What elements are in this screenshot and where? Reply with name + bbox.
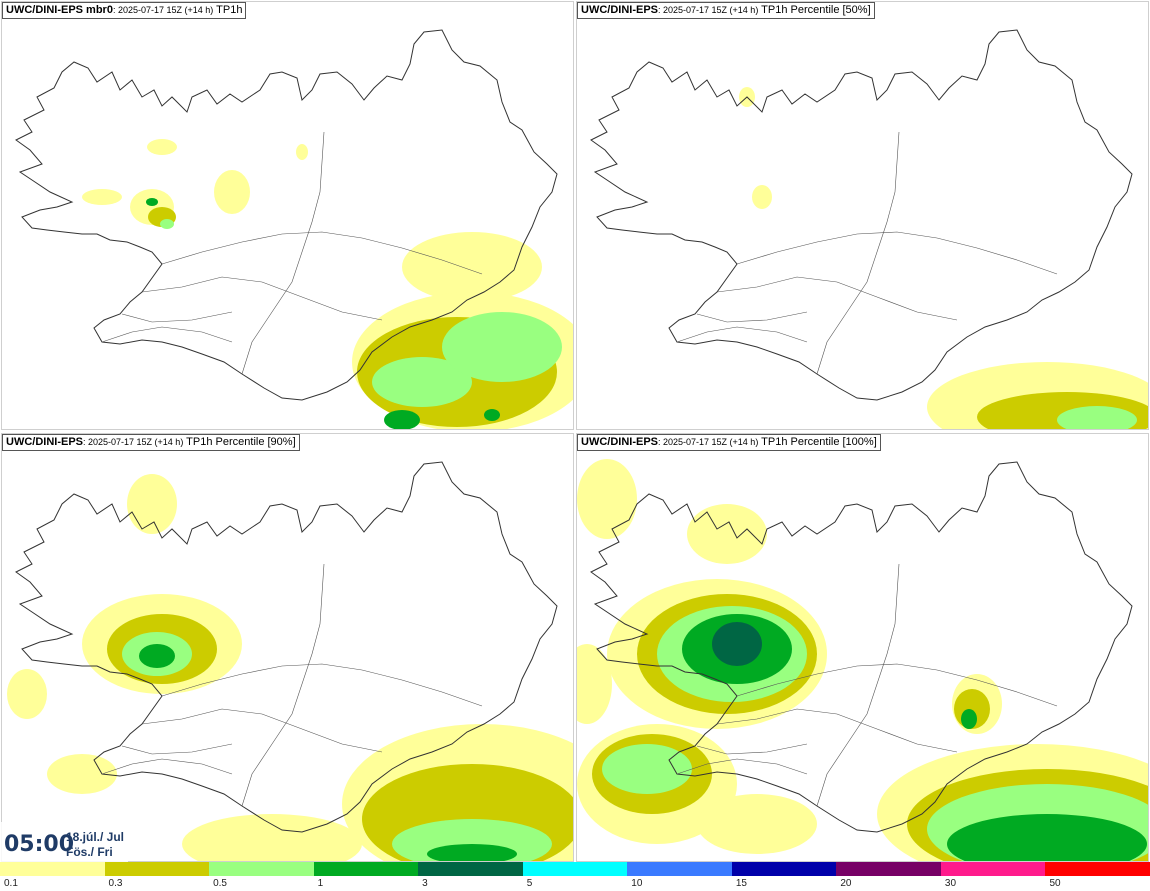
precip-shading xyxy=(82,139,573,429)
legend-swatch xyxy=(1045,862,1150,876)
precip-map-p90 xyxy=(7,461,573,861)
road-line xyxy=(676,758,808,775)
precip-shading xyxy=(577,459,1148,861)
precip-shading xyxy=(739,87,1148,429)
road-line xyxy=(816,131,900,375)
precip-area xyxy=(384,410,420,429)
road-line xyxy=(716,276,958,321)
precip-area xyxy=(7,669,47,719)
map-panel-p100: UWC/DINI-EPS: 2025-07-17 15Z (+14 h) TP1… xyxy=(576,433,1149,862)
panel-title: UWC/DINI-EPS: 2025-07-17 15Z (+14 h) TP1… xyxy=(577,434,881,451)
valid-time: 05:00 xyxy=(4,832,75,857)
precip-area xyxy=(402,232,542,302)
road-line xyxy=(141,708,383,753)
road-line xyxy=(141,276,383,321)
precip-map-p50 xyxy=(590,29,1148,429)
road-line xyxy=(696,743,808,755)
road-line xyxy=(716,708,958,753)
precip-area xyxy=(372,357,472,407)
panel-title: UWC/DINI-EPS mbr0: 2025-07-17 15Z (+14 h… xyxy=(2,2,247,19)
road-line xyxy=(241,131,325,375)
precip-area xyxy=(577,644,612,724)
legend-swatch xyxy=(418,862,523,876)
legend-label: 50 xyxy=(1049,878,1061,889)
legend-label: 30 xyxy=(944,878,957,889)
precip-map-mbr0 xyxy=(15,29,573,429)
legend-swatch xyxy=(313,862,419,876)
iceland-outline xyxy=(15,29,558,401)
precip-area xyxy=(147,139,177,155)
legend-label: 10 xyxy=(631,878,643,889)
road-line xyxy=(736,231,1058,275)
precip-area xyxy=(182,814,362,861)
precip-area xyxy=(1057,406,1137,429)
road-line xyxy=(696,311,808,323)
panel-title: UWC/DINI-EPS: 2025-07-17 15Z (+14 h) TP1… xyxy=(2,434,300,451)
precip-shading xyxy=(7,474,573,861)
valid-date: 18.júl./ Jul xyxy=(66,830,125,844)
map-panel-p90: UWC/DINI-EPS: 2025-07-17 15Z (+14 h) TP1… xyxy=(1,433,574,862)
precip-area xyxy=(442,312,562,382)
precip-area xyxy=(752,185,772,209)
road-line xyxy=(121,743,233,755)
legend-swatch xyxy=(522,862,628,876)
legend-label: 0.3 xyxy=(108,878,123,889)
road-line xyxy=(736,663,1058,707)
road-line xyxy=(101,758,233,775)
precip-area xyxy=(602,744,692,794)
legend-label: 1 xyxy=(317,878,324,889)
road-line xyxy=(161,231,483,275)
precip-area xyxy=(127,474,177,534)
precip-area xyxy=(577,459,637,539)
precip-area xyxy=(687,504,767,564)
legend-label: 3 xyxy=(422,878,428,889)
road-line xyxy=(676,326,808,343)
precip-area xyxy=(296,144,308,160)
map-panel-p50: UWC/DINI-EPS: 2025-07-17 15Z (+14 h) TP1… xyxy=(576,1,1149,430)
road-line xyxy=(121,311,233,323)
iceland-outline xyxy=(590,29,1133,401)
color-legend: 0.1 0.3 0.5 1 3 5 10 15 20 30 50 xyxy=(0,862,1150,891)
precip-area xyxy=(139,644,175,668)
precip-area xyxy=(47,754,117,794)
legend-swatch xyxy=(209,862,314,876)
road-line xyxy=(816,563,900,807)
precip-area xyxy=(146,198,158,206)
precip-area xyxy=(484,409,500,421)
precip-area xyxy=(427,844,517,861)
legend-swatch xyxy=(627,862,732,876)
legend-swatch xyxy=(836,862,941,876)
valid-time-box: 05:00 18.júl./ Jul Fös./ Fri xyxy=(0,822,128,862)
precip-area xyxy=(697,794,817,854)
legend-swatch xyxy=(104,862,210,876)
legend-color-bar xyxy=(0,862,1150,876)
panel-title: UWC/DINI-EPS: 2025-07-17 15Z (+14 h) TP1… xyxy=(577,2,875,19)
road-line xyxy=(101,326,233,343)
legend-label: 5 xyxy=(526,878,533,889)
precip-area xyxy=(947,814,1147,861)
precip-area xyxy=(160,219,174,229)
map-panel-mbr0: UWC/DINI-EPS mbr0: 2025-07-17 15Z (+14 h… xyxy=(1,1,574,430)
precip-area xyxy=(82,189,122,205)
legend-swatch xyxy=(0,862,105,876)
precip-area xyxy=(961,709,977,729)
legend-swatch xyxy=(940,862,1046,876)
legend-swatch xyxy=(731,862,837,876)
precip-map-p100 xyxy=(577,459,1148,861)
precip-area xyxy=(712,622,762,666)
precip-area xyxy=(214,170,250,214)
valid-weekday: Fös./ Fri xyxy=(66,845,113,859)
road-line xyxy=(161,663,483,707)
legend-label: 20 xyxy=(840,878,852,889)
iceland-outline xyxy=(15,461,558,833)
legend-label: 0.1 xyxy=(4,878,18,889)
legend-label: 0.5 xyxy=(213,878,227,889)
iceland-outline xyxy=(590,461,1133,833)
legend-label: 15 xyxy=(735,878,747,889)
coastline xyxy=(590,29,1133,401)
legend-labels: 0.1 0.3 0.5 1 3 5 10 15 20 30 50 xyxy=(0,878,1150,891)
road-line xyxy=(241,563,325,807)
